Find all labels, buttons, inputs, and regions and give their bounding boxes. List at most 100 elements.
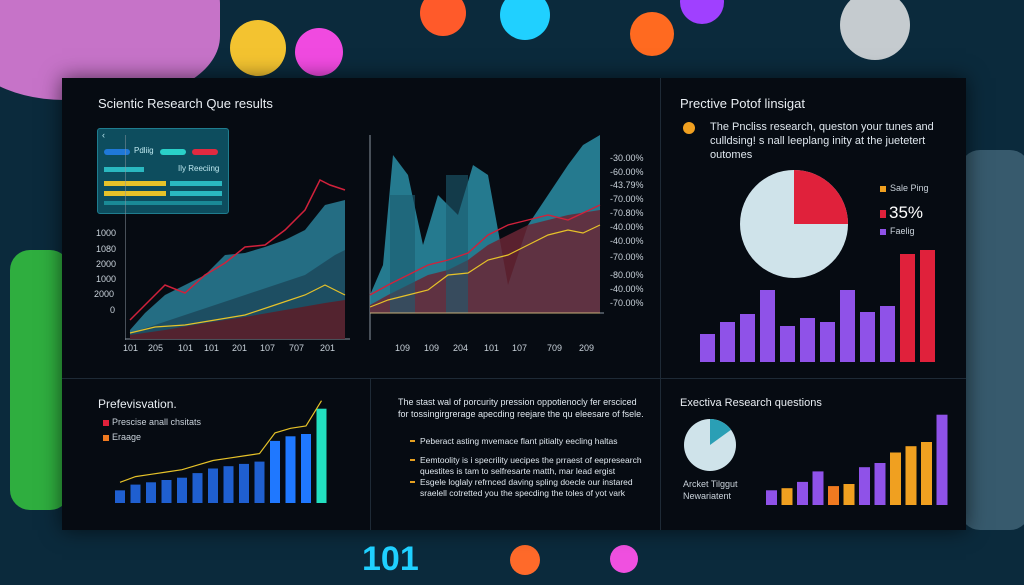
y-tick: 1080 [96,244,117,254]
mini-bar-teal [104,201,222,205]
insight-description: outomes [710,149,753,161]
bar [760,290,775,362]
bar [900,254,915,362]
bar [874,463,886,505]
bar-chart-bottom-right [766,414,948,505]
mini-bar-blue [104,149,130,155]
bar [700,334,715,362]
bar [797,481,808,505]
bullet-text: Eemtoolity is i specrility uecipes the p… [420,455,642,465]
section-title-predictive-insight: Prective Potof linsigat [680,96,806,111]
y-tick: -43.79% [610,180,644,190]
legend-swatch-orange [880,186,886,192]
section-title-research-results: Scientic Research Que results [98,96,273,111]
trend-line [119,400,323,483]
bullet-marker-icon [410,481,415,483]
paragraph-text: The stast wal of porcurity pression oppo… [398,397,637,407]
section-title-executive-questions: Exectiva Research questions [680,397,822,409]
pie-label: Arcket Tilggut [683,479,738,489]
y-tick: -30.00% [610,153,644,163]
bar [920,250,935,362]
mini-panel-label: Ily Reeciing [178,164,220,173]
highlight-bar [446,175,468,313]
mini-bar-red [192,149,218,155]
bullet-text: Esgele loglaly refrnced daving spling do… [420,477,633,487]
pie-chart-top [740,170,848,278]
bar [921,442,932,505]
x-tick: 707 [289,343,305,353]
x-tick: 107 [512,343,528,353]
bar [840,290,855,362]
legend-label: Prescise anall chsitats [112,417,202,427]
legend-swatch-red [880,210,886,218]
divider [62,378,966,379]
y-tick: 1000 [96,274,117,284]
divider [370,378,371,530]
section-title-preservation: Prefevisvation. [98,397,177,411]
bullet-text: Peberact asting mvemace flant pitialty e… [420,436,618,446]
mini-bar-yellow [104,191,166,196]
bullet-marker-icon [410,459,415,461]
x-tick: 101 [178,343,194,353]
bar [860,312,875,362]
bar [208,468,218,503]
bar [800,318,815,362]
legend-swatch-orange [103,435,109,441]
bar [285,436,296,503]
legend-percentage: 35% [889,203,924,222]
legend-label: Sale Ping [890,183,929,193]
pie-label: Newariatent [683,491,732,501]
bullet-dot-icon [683,122,695,134]
mini-bar-teal [170,191,222,196]
line-yellow [369,224,601,308]
x-tick: 101 [204,343,220,353]
legend-swatch-red [103,420,109,426]
y-tick: -40.00% [610,222,644,232]
line-yellow [129,284,346,334]
x-tick: 109 [424,343,440,353]
x-tick: 201 [232,343,248,353]
pie-slice-red [794,170,848,224]
x-tick: 201 [320,343,336,353]
y-tick: 1000 [96,228,117,238]
y-tick: -40.00% [610,284,644,294]
bar [936,414,948,505]
bar [316,408,327,503]
line-red [369,204,601,296]
legend-label: Faelig [890,226,915,236]
line-red [129,178,346,321]
x-tick: 209 [579,343,595,353]
insight-description: culldsing! s nall leeplang inity at the … [710,135,926,147]
bar [146,482,156,503]
insight-description: The Pncliss research, queston your tunes… [710,121,934,133]
y-tick: -70.00% [610,298,644,308]
y-tick: -70.80% [610,208,644,218]
bar [270,440,280,503]
x-tick: 709 [547,343,563,353]
x-tick: 107 [260,343,276,353]
bullet-text: sraelell cotretted you the specding the … [420,488,626,498]
bar [130,484,141,503]
bar-chart-bottom-left [115,400,327,503]
x-tick: 101 [123,343,139,353]
bar [177,477,187,503]
mini-panel: ‹ Pdliig Ily Reeciing [97,128,229,214]
pie-chart-bottom [684,419,736,471]
bar [239,463,249,503]
highlight-bar [390,195,415,313]
bar [812,471,824,505]
x-tick: 101 [484,343,500,353]
x-tick: 204 [453,343,469,353]
mini-bar-teal [170,181,222,186]
bar [720,322,735,362]
bar [781,488,793,505]
y-tick: -80.00% [610,270,644,280]
legend-swatch-purple [880,229,886,235]
bar [905,446,917,505]
bar [766,490,777,505]
back-arrow-icon[interactable]: ‹ [102,130,105,140]
bar [828,486,839,505]
bar-chart-top-right [700,250,935,362]
left-area-chart [125,135,350,340]
